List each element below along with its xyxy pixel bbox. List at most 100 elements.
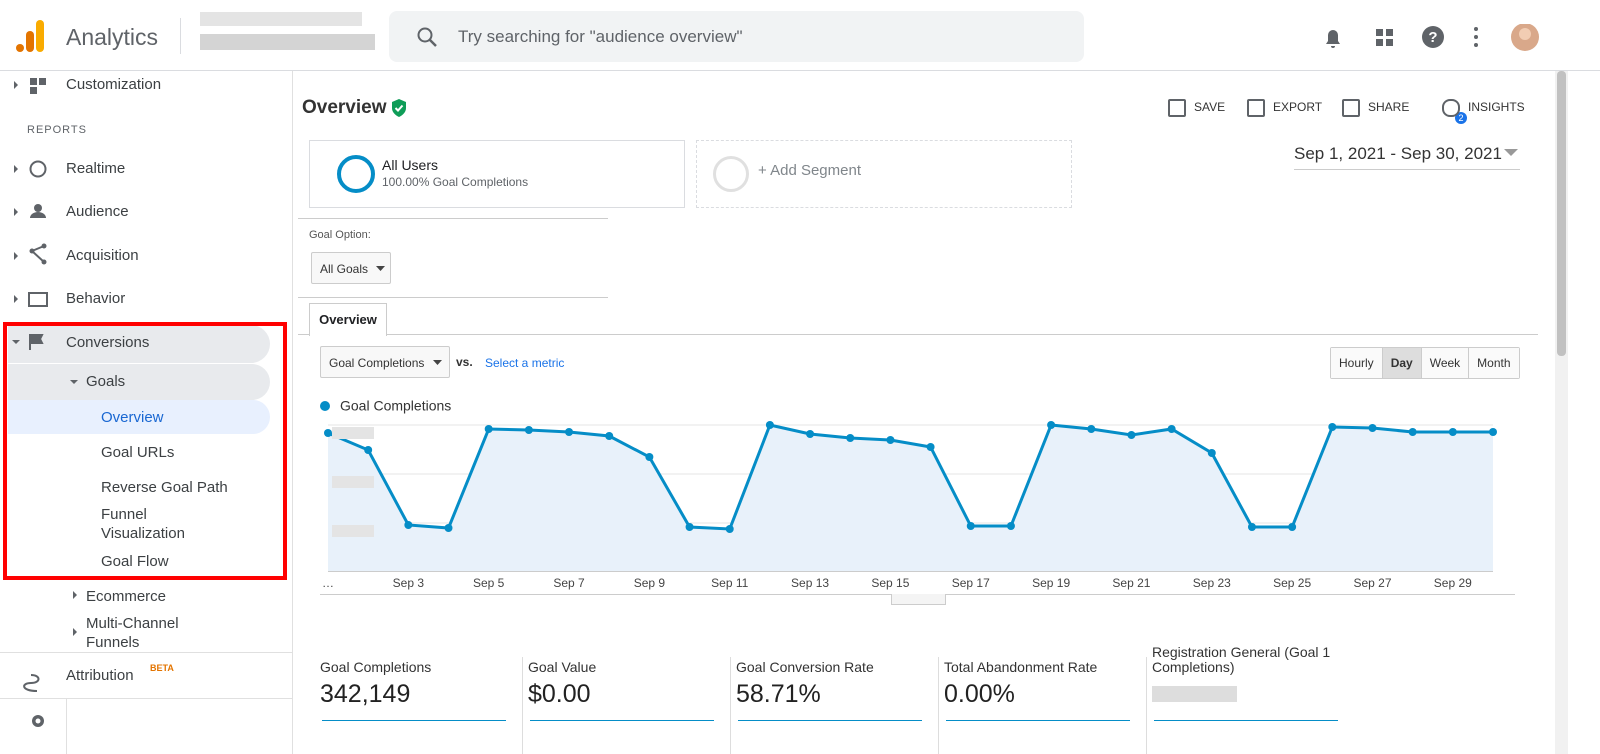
action-icon <box>1442 99 1460 117</box>
nav-item[interactable]: Funnel Visualization <box>101 506 185 542</box>
divider <box>298 297 608 298</box>
point <box>1489 428 1497 436</box>
x-tick-label: Sep 25 <box>1273 576 1311 590</box>
divider <box>1146 657 1147 754</box>
dropdown-arrow <box>376 266 385 271</box>
top-bar <box>0 0 1600 71</box>
nav-item[interactable]: Goal Flow <box>101 553 169 570</box>
sparkline <box>530 720 714 721</box>
nav-expanded-bg <box>8 325 270 363</box>
point <box>1047 421 1056 429</box>
action-icon <box>1342 99 1360 117</box>
segment-circle <box>337 155 375 193</box>
blurred-value <box>1152 686 1237 702</box>
granularity-button[interactable]: Week <box>1420 348 1469 378</box>
metric-select[interactable]: Goal Completions <box>320 346 450 378</box>
x-tick-label: Sep 29 <box>1434 576 1472 590</box>
nav-item[interactable]: Multi-Channel Funnels <box>86 615 179 651</box>
point <box>926 443 935 451</box>
point <box>1448 428 1457 436</box>
point <box>444 524 453 532</box>
granularity: Hourly Day Week Month <box>1330 347 1520 379</box>
highlight-box <box>3 322 287 580</box>
date-range[interactable]: Sep 1, 2021 - Sep 30, 2021 <box>1294 144 1520 170</box>
nav-expanded-bg <box>8 364 270 400</box>
x-tick-label: Sep 7 <box>553 576 585 590</box>
point <box>1207 449 1216 457</box>
divider <box>298 334 1538 335</box>
point <box>725 525 734 533</box>
nav-item[interactable]: Realtime <box>66 160 126 177</box>
x-tick-label: Sep 19 <box>1032 576 1070 590</box>
nav-item[interactable]: Ecommerce <box>86 588 167 605</box>
search-box[interactable] <box>389 11 1084 62</box>
beta-badge: BETA <box>150 663 174 673</box>
sparkline <box>1154 720 1338 721</box>
point <box>1127 431 1136 439</box>
verified-icon <box>392 99 406 117</box>
divider <box>66 699 67 754</box>
action-button[interactable]: SAVE <box>1194 100 1226 114</box>
nav-item[interactable]: Reverse Goal Path <box>101 479 228 496</box>
action-icon <box>1168 99 1186 117</box>
action-button[interactable]: INSIGHTS <box>1468 100 1525 114</box>
chart-toggle[interactable] <box>891 594 946 605</box>
sparkline <box>946 720 1130 721</box>
nav-item[interactable]: Attribution <box>66 667 134 684</box>
blurred-property <box>200 34 375 50</box>
point <box>484 425 493 433</box>
divider <box>938 657 939 754</box>
granularity-button[interactable]: Hourly <box>1331 348 1382 378</box>
point <box>1408 428 1417 436</box>
area <box>328 425 1493 571</box>
nav-item[interactable]: Behavior <box>66 290 126 307</box>
granularity-button[interactable]: Month <box>1468 348 1519 378</box>
dropdown-arrow <box>1504 149 1518 156</box>
metric-value: 0.00% <box>944 680 1015 708</box>
vs-label: vs. <box>456 355 473 369</box>
add-segment[interactable]: + Add Segment <box>758 162 861 179</box>
sub-arrows <box>70 380 78 636</box>
nav-item[interactable]: Customization <box>66 76 162 93</box>
blurred-label <box>332 427 374 439</box>
divider <box>180 18 181 54</box>
x-tick-label: Sep 27 <box>1353 576 1391 590</box>
nav-item[interactable]: Overview <box>101 409 164 426</box>
point <box>966 522 975 530</box>
point <box>1247 523 1256 531</box>
nav-selected-bg <box>8 400 270 434</box>
add-segment-card[interactable] <box>696 140 1072 208</box>
metric-label: Goal Value <box>528 659 597 675</box>
metric-label: Goal Conversion Rate <box>736 659 874 675</box>
granularity-button[interactable]: Day <box>1381 348 1421 378</box>
x-tick-label: Sep 15 <box>871 576 909 590</box>
section-label: REPORTS <box>27 124 87 136</box>
goal-option-label: Goal Option: <box>309 229 371 241</box>
nav-item[interactable]: Acquisition <box>66 247 139 264</box>
search-placeholder: Try searching for "audience overview" <box>458 27 743 46</box>
segment-card[interactable] <box>309 140 685 208</box>
divider <box>298 218 608 219</box>
select-metric[interactable]: Select a metric <box>485 356 565 370</box>
goal-option-select[interactable]: All Goals <box>311 252 391 284</box>
nav-item[interactable]: Conversions <box>66 334 150 351</box>
x-tick-label: Sep 23 <box>1193 576 1231 590</box>
nav-item[interactable]: Goals <box>86 373 126 390</box>
logo <box>16 20 44 52</box>
point <box>605 432 614 440</box>
point <box>524 426 533 434</box>
chart: Goal Completions … Sep 3 Sep 5 Sep 7 Sep 9 Sep… <box>320 398 1497 590</box>
point <box>324 429 332 437</box>
x-tick-label: Sep 5 <box>473 576 505 590</box>
segment-name: All Users <box>382 157 439 173</box>
nav-item[interactable]: Goal URLs <box>101 444 175 461</box>
x-tick-label: Sep 21 <box>1112 576 1150 590</box>
x-tick-label: Sep 3 <box>393 576 425 590</box>
action-button[interactable]: SHARE <box>1368 100 1410 114</box>
action-button[interactable]: EXPORT <box>1273 100 1323 114</box>
point <box>1368 424 1377 432</box>
tab[interactable]: Overview <box>309 303 387 336</box>
nav-item[interactable]: Audience <box>66 203 129 220</box>
main <box>298 71 1538 754</box>
